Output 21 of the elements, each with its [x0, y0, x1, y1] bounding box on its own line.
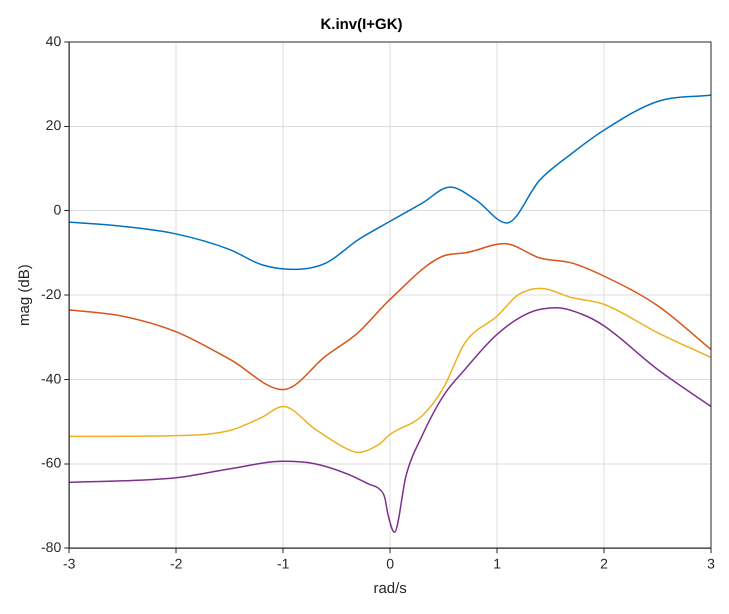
line-series — [69, 242, 711, 390]
y-tick-label: -60 — [41, 454, 62, 471]
y-tick-label: -80 — [41, 539, 62, 556]
line-series — [69, 288, 711, 454]
y-tick-label: -40 — [41, 370, 62, 386]
x-tick-label: 0 — [386, 555, 394, 572]
line-series — [69, 307, 711, 533]
chart-title: K.inv(I+GK) — [320, 16, 403, 34]
x-axis-title: rad/s — [373, 580, 407, 598]
x-tick-label: -3 — [63, 555, 76, 572]
x-tick-label: 2 — [600, 555, 608, 572]
x-tick-label: -1 — [276, 555, 290, 572]
y-axis-title: mag (dB) — [16, 264, 34, 326]
y-tick-label: -20 — [41, 286, 62, 302]
y-tick-label: 0 — [53, 202, 62, 218]
x-tick-label: -2 — [170, 555, 183, 572]
line-series — [69, 94, 711, 270]
x-tick-label: 3 — [707, 555, 716, 572]
y-tick-label: 40 — [46, 32, 62, 49]
x-tick-label: 1 — [493, 555, 502, 572]
y-tick-label: 20 — [46, 117, 62, 134]
